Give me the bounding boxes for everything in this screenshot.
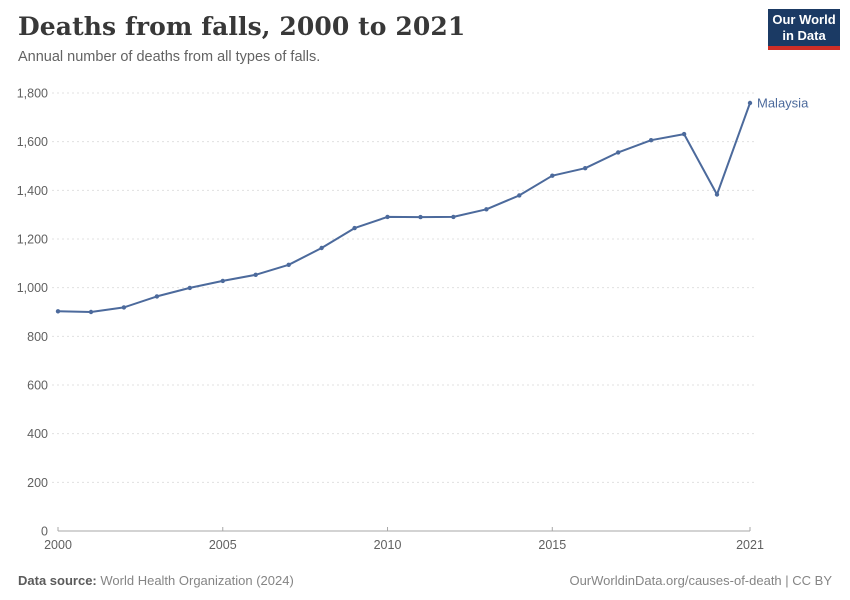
y-tick-label: 600 [27, 379, 48, 393]
y-tick-label: 200 [27, 476, 48, 490]
y-tick-label: 0 [41, 525, 48, 539]
y-tick-label: 1,200 [17, 233, 48, 247]
y-tick-label: 1,400 [17, 184, 48, 198]
y-tick-label: 1,000 [17, 281, 48, 295]
data-point [451, 214, 456, 220]
data-source-note: Data source: World Health Organization (… [18, 573, 294, 588]
data-point [616, 150, 621, 155]
trend-line [57, 102, 751, 313]
y-tick-label: 1,600 [17, 135, 48, 149]
data-point [253, 272, 258, 277]
series-label: Malaysia [757, 95, 809, 110]
data-source-value: World Health Organization (2024) [100, 573, 294, 588]
data-point [154, 294, 160, 299]
x-tick-label: 2021 [736, 538, 764, 552]
data-point [55, 309, 61, 314]
data-point [517, 193, 522, 198]
data-point [352, 225, 357, 231]
credit-note: OurWorldinData.org/causes-of-death | CC … [569, 573, 832, 588]
owid-logo-line1: Our World [772, 11, 836, 27]
data-point [286, 262, 291, 267]
data-point [385, 214, 390, 220]
data-point [583, 166, 588, 171]
y-tick-label: 800 [27, 330, 48, 344]
data-point [88, 309, 94, 315]
data-point [714, 192, 720, 197]
owid-logo: Our World in Data [768, 9, 840, 50]
owid-logo-line2: in Data [782, 27, 826, 43]
x-tick-label: 2005 [209, 538, 237, 552]
chart-area: 0 200 400 600 800 1,000 1,200 1,400 1,600 1,800 20… [0, 78, 850, 556]
data-point [319, 245, 324, 251]
x-tick-label: 2015 [538, 538, 566, 552]
chart-footer: Data source: World Health Organization (… [0, 573, 850, 588]
line-chart: 0 200 400 600 800 1,000 1,200 1,400 1,600 1,800 20… [17, 87, 809, 553]
chart-subtitle: Annual number of deaths from all types o… [18, 49, 321, 65]
data-point [648, 138, 654, 143]
data-point [220, 278, 225, 284]
data-source-label: Data source: [18, 573, 97, 588]
data-point [747, 100, 753, 106]
data-point [681, 131, 687, 137]
x-tick-label: 2010 [374, 538, 402, 552]
data-point [418, 214, 423, 220]
data-point [484, 207, 489, 212]
x-tick-label: 2000 [44, 538, 72, 552]
y-tick-label: 400 [27, 427, 48, 441]
chart-header: Deaths from falls, 2000 to 2021 Annual n… [18, 12, 730, 65]
data-point [121, 305, 127, 310]
data-point [187, 285, 192, 291]
data-point [550, 173, 555, 178]
y-tick-label: 1,800 [17, 87, 48, 101]
page-title: Deaths from falls, 2000 to 2021 [18, 12, 466, 41]
